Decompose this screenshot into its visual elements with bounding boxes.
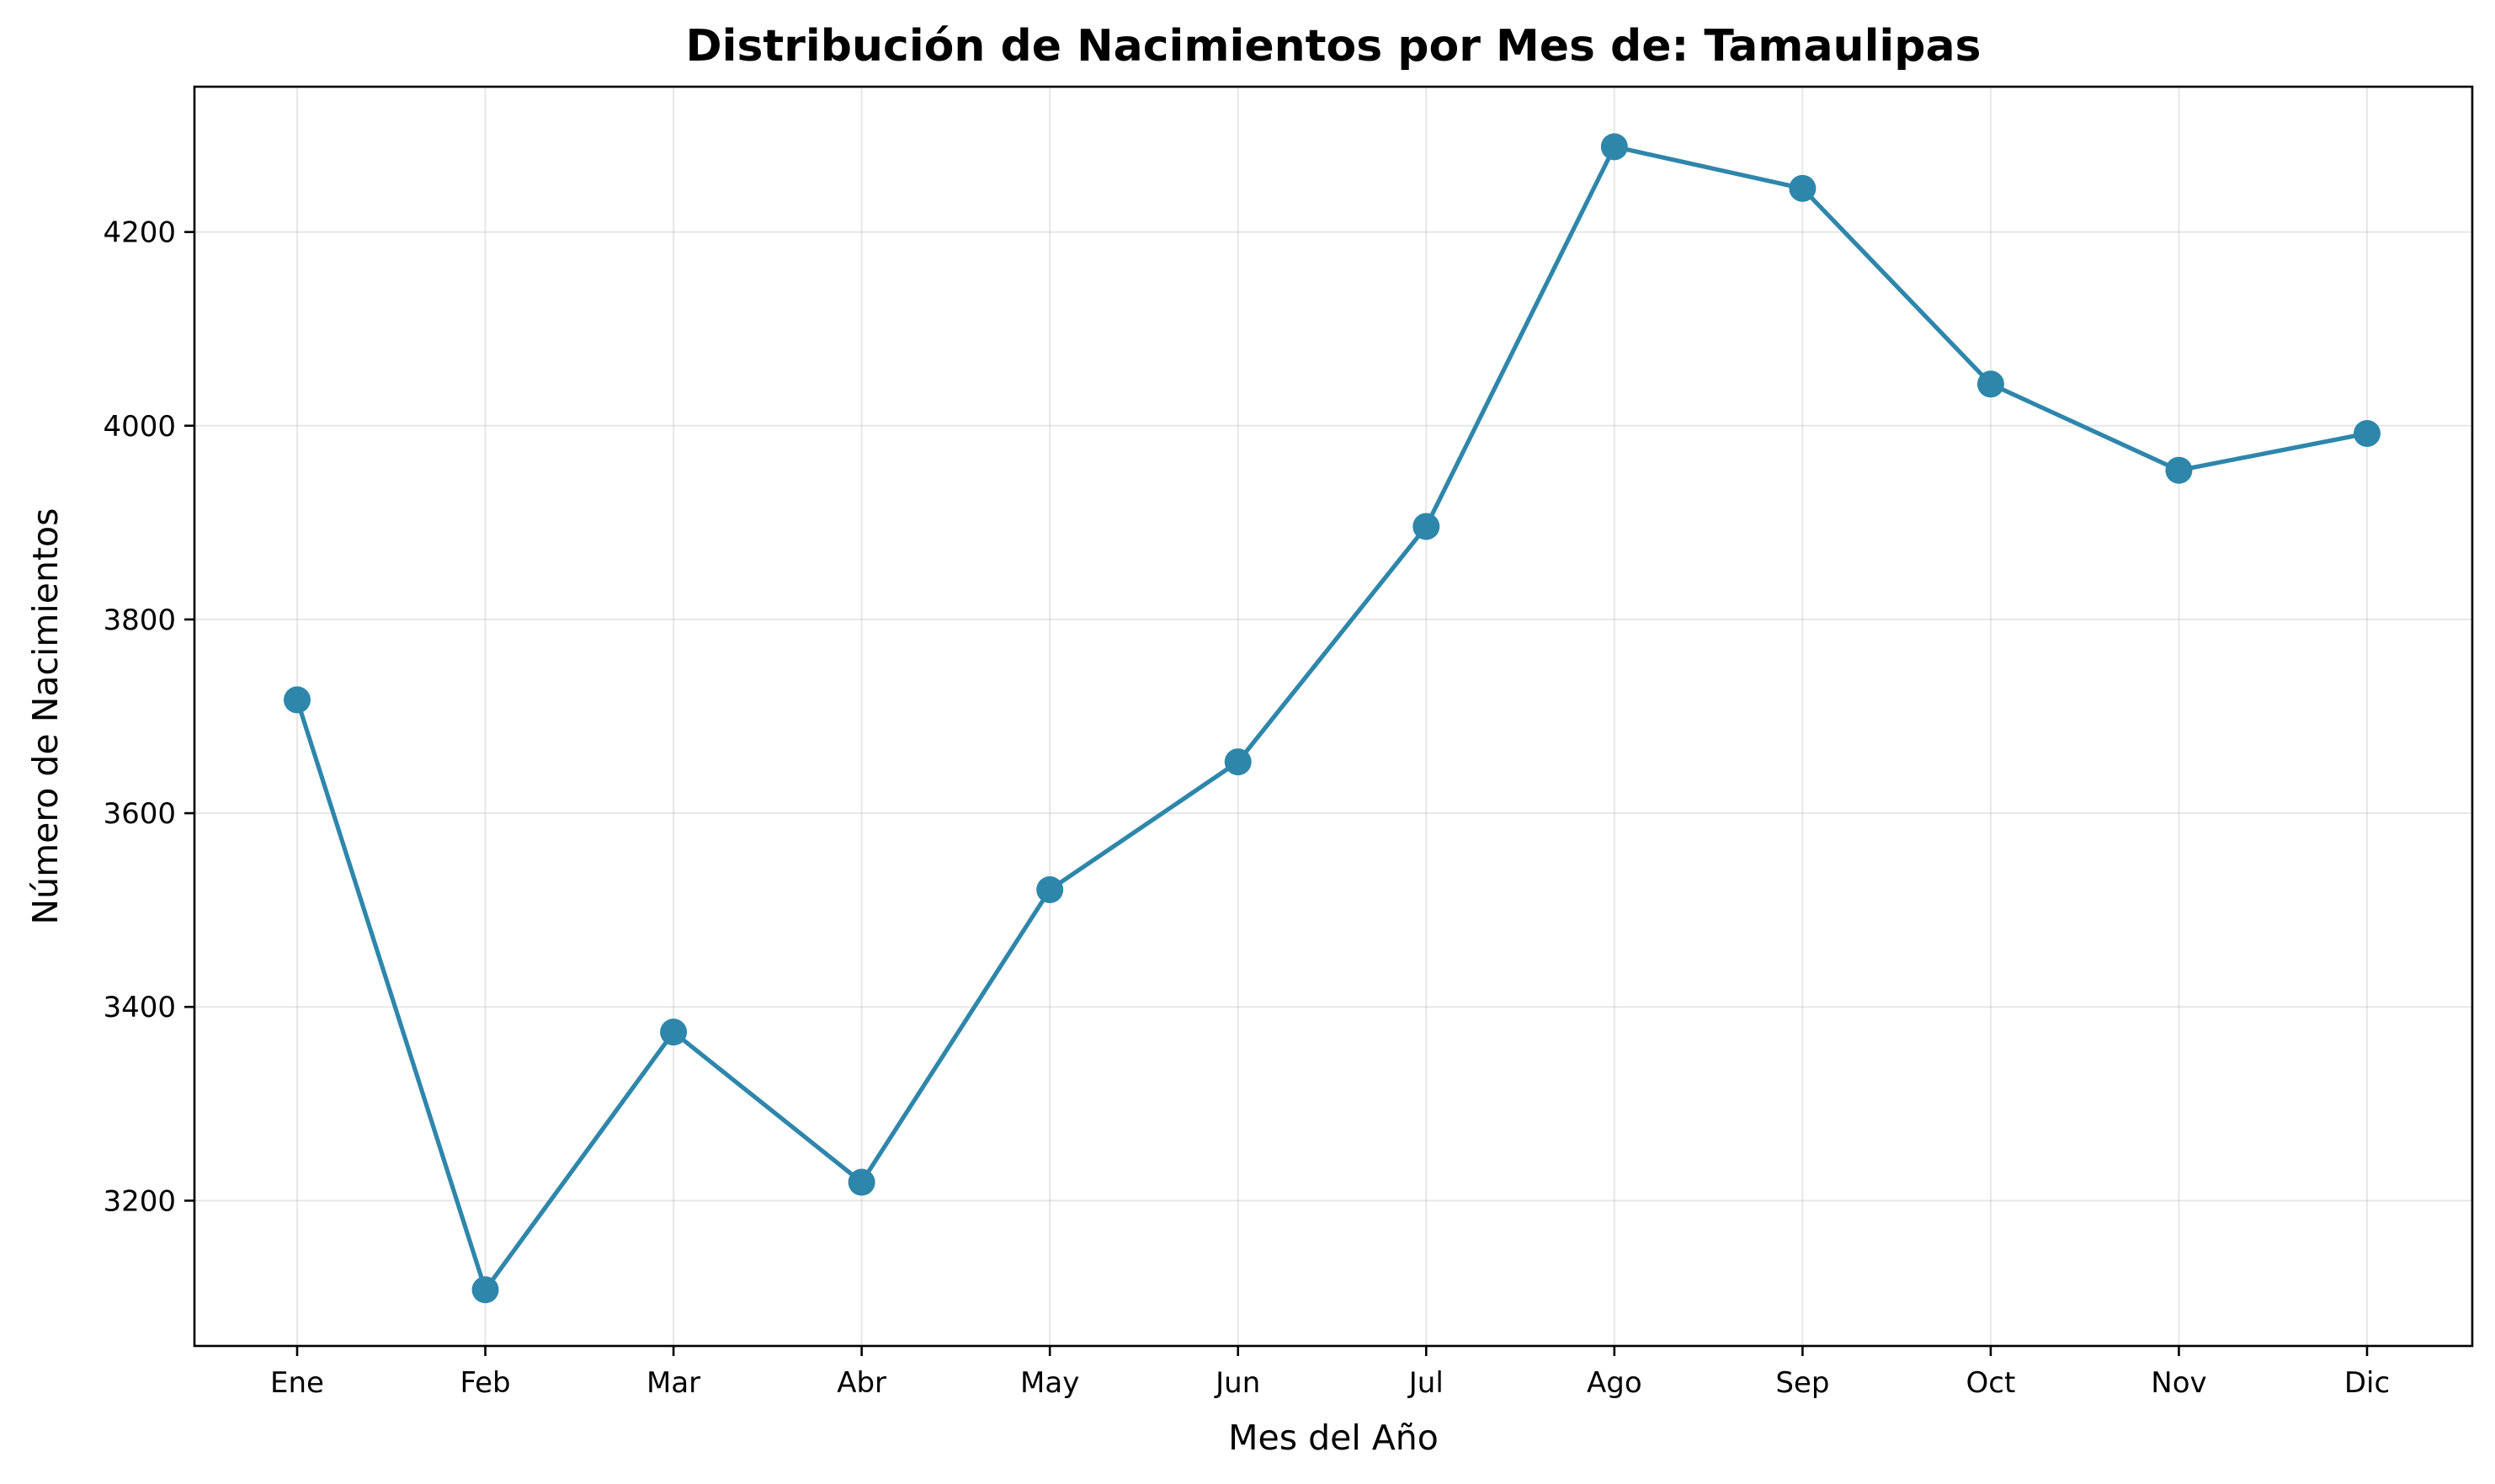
- y-tick-label: 4000: [103, 410, 176, 444]
- x-axis-label: Mes del Año: [1228, 1418, 1439, 1458]
- tick-layer: Ene Feb Mar Abr May Jun Jul Ago Sep Oct Nov Dic 3200…: [103, 216, 2390, 1400]
- x-tick-label: Nov: [2151, 1366, 2206, 1400]
- data-point: [1036, 875, 1064, 903]
- y-tick-label: 3800: [103, 604, 176, 637]
- y-tick-label: 3200: [103, 1184, 176, 1218]
- y-tick-label: 3600: [103, 797, 176, 831]
- data-point: [2354, 419, 2381, 447]
- data-point: [471, 1276, 499, 1304]
- y-axis-label: Número de Nacimientos: [25, 508, 66, 925]
- data-point: [1976, 370, 2004, 398]
- x-tick-label: Oct: [1966, 1366, 2016, 1400]
- x-tick-label: Mar: [646, 1366, 700, 1400]
- x-tick-label: Ago: [1587, 1366, 1642, 1400]
- series-line: [295, 144, 2370, 1292]
- data-point: [1412, 513, 1440, 540]
- y-tick-label: 3400: [103, 991, 176, 1024]
- plot-frame: [193, 85, 2474, 1348]
- data-point: [2165, 456, 2193, 484]
- y-tick-label: 4200: [103, 216, 176, 250]
- data-point: [1224, 748, 1252, 776]
- x-tick-label: Dic: [2344, 1366, 2390, 1400]
- x-tick-label: Sep: [1775, 1366, 1829, 1400]
- x-tick-label: Ene: [270, 1366, 324, 1400]
- data-point: [848, 1168, 875, 1196]
- data-point: [1600, 133, 1628, 161]
- x-tick-label: Jul: [1407, 1366, 1444, 1400]
- data-point: [284, 686, 311, 714]
- chart-title: Distribución de Nacimientos por Mes de: …: [685, 21, 1981, 72]
- x-tick-label: Feb: [460, 1366, 510, 1400]
- grid-layer: [194, 87, 2472, 1346]
- x-tick-label: May: [1020, 1366, 1079, 1400]
- data-point: [660, 1019, 688, 1046]
- data-point: [1789, 174, 1817, 202]
- x-tick-label: Jun: [1214, 1366, 1260, 1400]
- series-layer: [284, 133, 2381, 1304]
- x-tick-label: Abr: [837, 1366, 886, 1400]
